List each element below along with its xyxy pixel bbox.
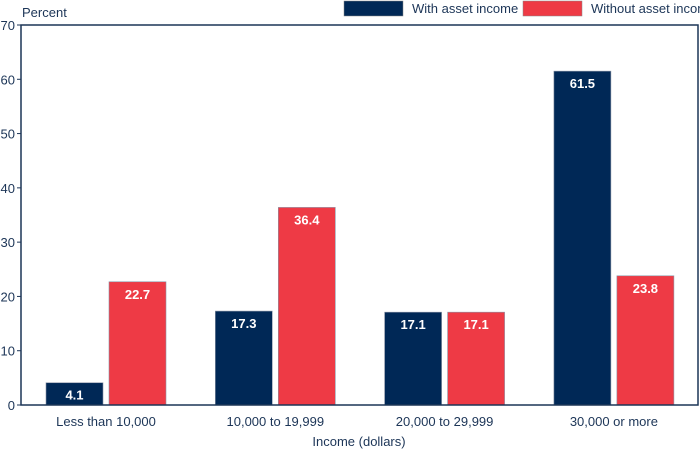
y-tick-label: 60	[1, 72, 15, 87]
bar-value-label: 61.5	[570, 76, 595, 91]
y-tick-label: 40	[1, 181, 15, 196]
legend-swatch-without-asset-income	[522, 0, 583, 17]
bar-with-asset-income	[553, 70, 612, 406]
y-axis-title: Percent	[22, 5, 67, 20]
bar-value-label: 22.7	[125, 287, 150, 302]
legend-label-without-asset-income: Without asset income	[591, 1, 700, 16]
y-tick-label: 50	[1, 127, 15, 142]
bar-value-label: 17.3	[231, 316, 256, 331]
y-tick-label: 20	[1, 289, 15, 304]
bar-value-label: 23.8	[633, 281, 658, 296]
x-tick-label: 20,000 to 29,999	[396, 414, 494, 429]
bar-without-asset-income	[616, 275, 675, 406]
plot-frame	[20, 24, 699, 406]
bar-without-asset-income	[447, 311, 505, 406]
legend-swatch-with-asset-income	[343, 0, 404, 17]
bar-without-asset-income	[108, 281, 167, 406]
bar-without-asset-income	[277, 207, 336, 406]
y-tick-label: 70	[1, 18, 15, 33]
x-tick-label: 30,000 or more	[570, 414, 658, 429]
bar-value-label: 36.4	[294, 212, 320, 227]
bar-with-asset-income	[384, 311, 442, 406]
x-tick-label: Less than 10,000	[56, 414, 156, 429]
x-tick-label: 10,000 to 19,999	[227, 414, 325, 429]
bar-value-label: 17.1	[400, 317, 425, 332]
y-tick-label: 10	[1, 344, 15, 359]
bar-with-asset-income	[215, 310, 273, 406]
y-tick-label: 0	[8, 398, 15, 413]
bar-value-label: 4.1	[65, 388, 83, 403]
bar-value-label: 17.1	[463, 317, 488, 332]
x-axis-title: Income (dollars)	[312, 434, 405, 449]
legend-label-with-asset-income: With asset income	[412, 1, 518, 16]
legend: With asset income Without asset income	[343, 0, 700, 17]
y-tick-label: 30	[1, 235, 15, 250]
